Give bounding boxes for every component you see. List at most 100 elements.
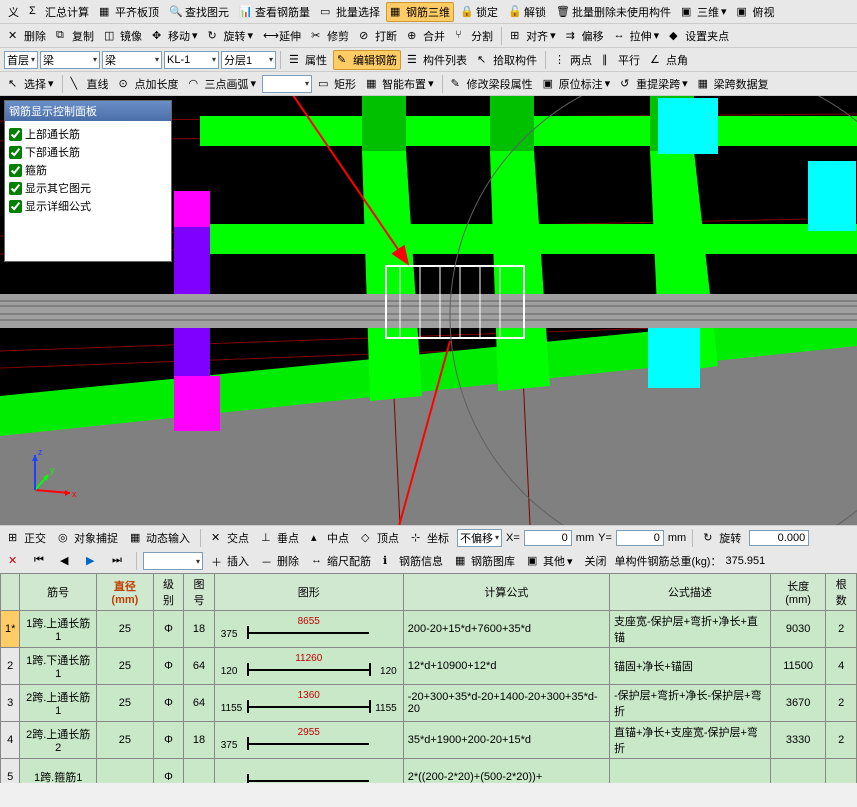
dd-grid[interactable]: ▾ [143,552,203,570]
btn-split[interactable]: ⑂分割 [451,26,497,46]
chk-0[interactable]: 上部通长筋 [9,125,167,143]
btn-next[interactable]: ▶ [82,552,104,570]
btn-select[interactable]: ↖选择▾ [4,74,58,94]
col-header[interactable] [1,574,20,611]
btn-modify-beam[interactable]: ✎修改梁段属性 [447,74,537,94]
btn-line[interactable]: ╲直线 [67,74,113,94]
btn-extend[interactable]: ⟷延伸 [259,26,305,46]
btn-stat-rotate[interactable]: ↻旋转 [699,528,745,548]
btn-three-pt[interactable]: ◠三点画弧▾ [185,74,261,94]
dd-offset-mode[interactable]: 不偏移▾ [457,529,502,547]
rebar-display-panel: 钢筋显示控制面板 上部通长筋下部通长筋箍筋显示其它图元显示详细公式 [4,100,172,262]
col-header[interactable]: 级别 [153,574,183,611]
btn-rebar-lib[interactable]: ▦钢筋图库 [451,551,519,571]
btn-batch-sel[interactable]: ▭批量选择 [316,2,384,22]
btn-edit-rebar[interactable]: ✎编辑钢筋 [333,50,401,70]
btn-align-top[interactable]: ▦平齐板顶 [95,2,163,22]
btn-mirror[interactable]: ◫镜像 [100,26,146,46]
btn-align[interactable]: ⊞对齐▾ [506,26,560,46]
table-row[interactable]: 51跨.箍筋1Φ2*((200-2*20)+(500-2*20))+ [1,759,857,784]
chk-4[interactable]: 显示详细公式 [9,197,167,215]
dd-category[interactable]: 梁▾ [40,51,100,69]
table-row[interactable]: 21跨.下通长筋125Φ641201126012012*d+10900+12*d… [1,648,857,685]
input-x[interactable]: 0 [524,530,572,546]
btn-last[interactable]: ⏭ [108,552,130,570]
btn-clamp[interactable]: ◆设置夹点 [665,26,733,46]
dd-layer[interactable]: 分层1▾ [221,51,276,69]
btn-orig-mark[interactable]: ▣原位标注▾ [539,74,615,94]
btn-offset[interactable]: ⇉偏移 [562,26,608,46]
btn-obj-snap[interactable]: ◎对象捕捉 [54,528,122,548]
btn-prev[interactable]: ◀ [56,552,78,570]
col-header[interactable]: 计算公式 [403,574,609,611]
btn-yi[interactable]: 义 [4,2,23,22]
btn-other[interactable]: ▣其他▾ [523,551,577,571]
col-header[interactable]: 直径(mm) [96,574,153,611]
btn-pt-angle[interactable]: ∠点角 [646,50,692,70]
dd-type[interactable]: 梁▾ [102,51,162,69]
btn-parallel[interactable]: ∥平行 [598,50,644,70]
btn-perspective[interactable]: ▣俯视 [733,2,779,22]
dd-floor[interactable]: 首层▾ [4,51,38,69]
btn-merge[interactable]: ⊕合并 [403,26,449,46]
col-header[interactable]: 长度(mm) [770,574,826,611]
btn-unlock[interactable]: 🔓解锁 [504,2,550,22]
btn-ortho[interactable]: ⊞正交 [4,528,50,548]
btn-close2[interactable]: 关闭 [581,551,611,571]
btn-pt-plus[interactable]: ⊙点加长度 [115,74,183,94]
chart-icon: 📊 [239,5,253,19]
col-header[interactable]: 图号 [184,574,215,611]
twopt-icon: ⋮ [554,53,568,67]
btn-insert[interactable]: ＋插入 [207,551,253,571]
btn-stretch[interactable]: ↔拉伸▾ [610,26,664,46]
btn-delete[interactable]: ✕删除 [4,26,50,46]
input-y[interactable]: 0 [616,530,664,546]
btn-check-rebar[interactable]: 📊查看钢筋量 [235,2,314,22]
btn-rect[interactable]: ▭矩形 [314,74,360,94]
btn-move[interactable]: ✥移动▾ [148,26,202,46]
btn-first[interactable]: ⏮ [30,552,52,570]
rebar-grid[interactable]: 筋号直径(mm)级别图号图形计算公式公式描述长度(mm)根数1*1跨.上通长筋1… [0,573,857,783]
btn-scale-rebar[interactable]: ↔缩尺配筋 [307,551,375,571]
btn-perp[interactable]: ⊥垂点 [257,528,303,548]
btn-cross[interactable]: ✕交点 [207,528,253,548]
chk-1[interactable]: 下部通长筋 [9,143,167,161]
col-header[interactable]: 筋号 [20,574,97,611]
viewport[interactable]: 钢筋显示控制面板 上部通长筋下部通长筋箍筋显示其它图元显示详细公式 x y z [0,96,857,525]
input-angle[interactable]: 0.000 [749,530,809,546]
btn-3d[interactable]: ▣三维▾ [677,2,731,22]
btn-apex[interactable]: ◇顶点 [357,528,403,548]
btn-reset-beam[interactable]: ↺重提梁跨▾ [616,74,692,94]
btn-span-data[interactable]: ▦梁跨数据复 [694,74,773,94]
btn-lock[interactable]: 🔒锁定 [456,2,502,22]
btn-break[interactable]: ⊘打断 [355,26,401,46]
btn-smart[interactable]: ▦智能布置▾ [362,74,438,94]
btn-copy[interactable]: ⧉复制 [52,26,98,46]
table-row[interactable]: 32跨.上通长筋125Φ64115513601155-20+300+35*d-2… [1,685,857,722]
table-row[interactable]: 1*1跨.上通长筋125Φ183758655200-20+15*d+7600+3… [1,611,857,648]
dd-draw[interactable]: ▾ [262,75,312,93]
btn-trim[interactable]: ✂修剪 [307,26,353,46]
btn-find-elem[interactable]: 🔍查找图元 [165,2,233,22]
btn-props[interactable]: ☰属性 [285,50,331,70]
dd-name[interactable]: KL-1▾ [164,51,219,69]
btn-close-grid[interactable]: ✕ [4,552,26,570]
col-header[interactable]: 图形 [214,574,403,611]
table-row[interactable]: 42跨.上通长筋225Φ18375295535*d+1900+200-20+15… [1,722,857,759]
btn-mid[interactable]: ▴中点 [307,528,353,548]
btn-dyn-input[interactable]: ▦动态输入 [126,528,194,548]
btn-two-pt[interactable]: ⋮两点 [550,50,596,70]
btn-rebar-info[interactable]: ℹ钢筋信息 [379,551,447,571]
btn-coord[interactable]: ⊹坐标 [407,528,453,548]
chk-3[interactable]: 显示其它图元 [9,179,167,197]
col-header[interactable]: 公式描述 [609,574,770,611]
btn-grid-delete[interactable]: －删除 [257,551,303,571]
chk-2[interactable]: 箍筋 [9,161,167,179]
btn-rotate[interactable]: ↻旋转▾ [204,26,258,46]
btn-batch-del[interactable]: 🗑批量删除未使用构件 [552,2,675,22]
btn-list[interactable]: ☰构件列表 [403,50,471,70]
btn-pick[interactable]: ↖拾取构件 [473,50,541,70]
btn-rebar-3d[interactable]: ▦钢筋三维 [386,2,454,22]
btn-sigma[interactable]: Σ汇总计算 [25,2,93,22]
col-header[interactable]: 根数 [826,574,857,611]
